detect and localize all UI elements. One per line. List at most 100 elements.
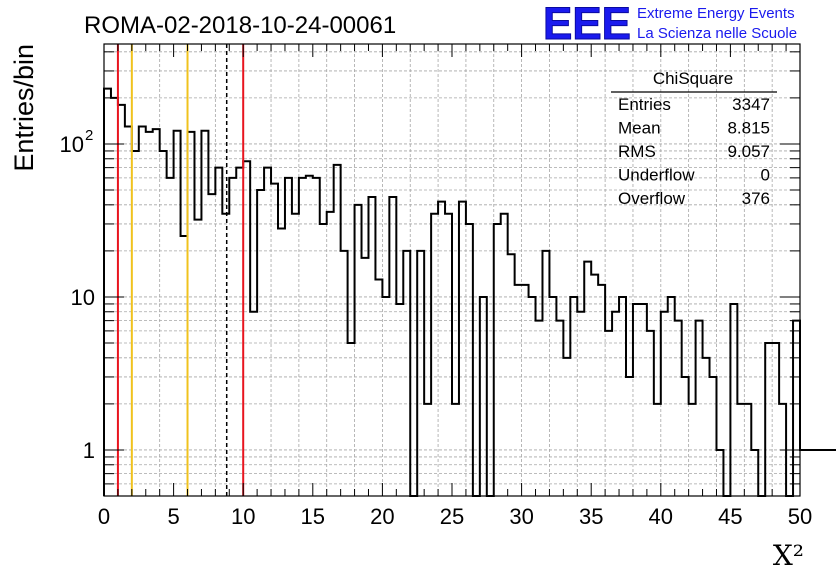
y-axis-label: Entries/bin xyxy=(9,44,39,172)
x-tick-label: 50 xyxy=(788,504,812,529)
histogram-bin xyxy=(696,321,703,496)
x-tick-label: 45 xyxy=(718,504,742,529)
histogram-bin xyxy=(508,254,515,496)
logo-line-1: Extreme Energy Events xyxy=(637,5,795,22)
histogram-bin xyxy=(480,297,487,496)
y-tick-label: 10 xyxy=(71,285,95,310)
histogram-bin xyxy=(459,202,466,496)
histogram-bin xyxy=(236,168,243,496)
histogram-bin xyxy=(563,358,570,496)
logo-line-2: La Scienza nelle Scuole xyxy=(637,25,797,42)
histogram-bin xyxy=(368,197,375,496)
histogram-bin xyxy=(257,190,264,496)
x-axis-label: X² xyxy=(773,539,804,572)
histogram-bin xyxy=(375,280,382,496)
axis-ticks xyxy=(103,44,801,496)
histogram-bin xyxy=(271,184,278,496)
histogram-bin xyxy=(132,151,139,496)
histogram-bin xyxy=(772,343,779,496)
histogram-bin xyxy=(633,304,640,496)
histogram-bin xyxy=(125,127,132,496)
histogram-bin xyxy=(716,450,723,496)
histogram-bin xyxy=(243,161,250,496)
histogram-bin xyxy=(494,224,501,496)
histogram-bin xyxy=(139,127,146,496)
histogram-bin xyxy=(174,131,181,496)
histogram-bin xyxy=(362,258,369,496)
histogram-bin xyxy=(703,358,710,496)
chart-title: ROMA-02-2018-10-24-00061 xyxy=(84,12,396,39)
histogram-bin xyxy=(445,214,452,496)
histogram-bin xyxy=(250,312,257,496)
histogram-bin xyxy=(348,343,355,496)
stats-row-label: RMS xyxy=(618,142,656,161)
histogram-bin xyxy=(104,89,111,496)
histogram-bin xyxy=(661,312,668,496)
histogram-bin xyxy=(153,129,160,496)
histogram-bin xyxy=(222,214,229,496)
histogram-bin xyxy=(320,224,327,496)
histogram-bin xyxy=(355,205,362,496)
histogram-bin xyxy=(536,321,543,496)
x-tick-label: 0 xyxy=(98,504,110,529)
histogram-bin xyxy=(577,312,584,496)
y-tick-label-exponent: 2 xyxy=(85,127,93,144)
histogram-bin xyxy=(626,377,633,496)
histogram-bin xyxy=(647,331,654,496)
x-tick-label: 20 xyxy=(370,504,394,529)
histogram-bin xyxy=(710,377,717,496)
histogram-bin xyxy=(828,450,835,496)
histogram-bin xyxy=(118,105,125,496)
histogram-bin xyxy=(598,285,605,496)
stats-row-value: 9.057 xyxy=(727,142,770,161)
histogram-bin xyxy=(654,404,661,496)
histogram-bin xyxy=(522,285,529,496)
histogram-bin xyxy=(793,321,800,496)
x-tick-label: 15 xyxy=(301,504,325,529)
histogram-bin xyxy=(264,168,271,496)
histogram-bin xyxy=(570,297,577,496)
x-tick-label: 40 xyxy=(649,504,673,529)
x-tick-label: 10 xyxy=(231,504,255,529)
histogram-bin xyxy=(765,343,772,496)
stats-row-value: 376 xyxy=(742,189,770,208)
histogram-bin xyxy=(188,132,195,496)
stats-row-label: Entries xyxy=(618,95,671,114)
histogram-bin xyxy=(229,178,236,496)
histogram-bin xyxy=(160,151,167,496)
histogram-bin xyxy=(417,251,424,496)
marker-lines xyxy=(116,44,245,496)
y-tick-label: 10 xyxy=(60,132,84,157)
stats-row-value: 3347 xyxy=(732,95,770,114)
histogram-bin xyxy=(299,178,306,496)
histogram-bin xyxy=(744,404,751,496)
histogram-bin xyxy=(438,202,445,496)
histogram-bin xyxy=(285,178,292,496)
x-tick-label: 35 xyxy=(579,504,603,529)
histogram-bin xyxy=(431,214,438,496)
histogram-bin xyxy=(341,251,348,496)
histogram-bin xyxy=(334,165,341,496)
histogram-bin xyxy=(807,450,814,496)
histogram-bin xyxy=(424,404,431,496)
histogram-bin xyxy=(515,285,522,496)
histogram-bin xyxy=(800,450,807,496)
histogram-bin xyxy=(403,251,410,496)
x-tick-label: 30 xyxy=(509,504,533,529)
histogram-bin xyxy=(730,304,737,496)
stats-box: ChiSquare Entries 3347 Mean 8.815 RMS 9.057 Un… xyxy=(611,69,777,208)
histogram-bin xyxy=(215,168,222,496)
eee-logo: EEE Extreme Energy Events La Scienza nel… xyxy=(543,0,798,50)
stats-row-value: 0 xyxy=(761,166,770,185)
histogram-bin xyxy=(466,224,473,496)
histogram-bin xyxy=(278,229,285,496)
histogram-bin xyxy=(167,178,174,496)
stats-row-value: 8.815 xyxy=(727,119,770,138)
histogram-bin xyxy=(208,194,215,496)
histogram-bin xyxy=(814,450,821,496)
histogram-bin xyxy=(292,214,299,496)
y-tick-label: 1 xyxy=(83,438,95,463)
histogram-bin xyxy=(737,404,744,496)
stats-title: ChiSquare xyxy=(653,69,733,88)
